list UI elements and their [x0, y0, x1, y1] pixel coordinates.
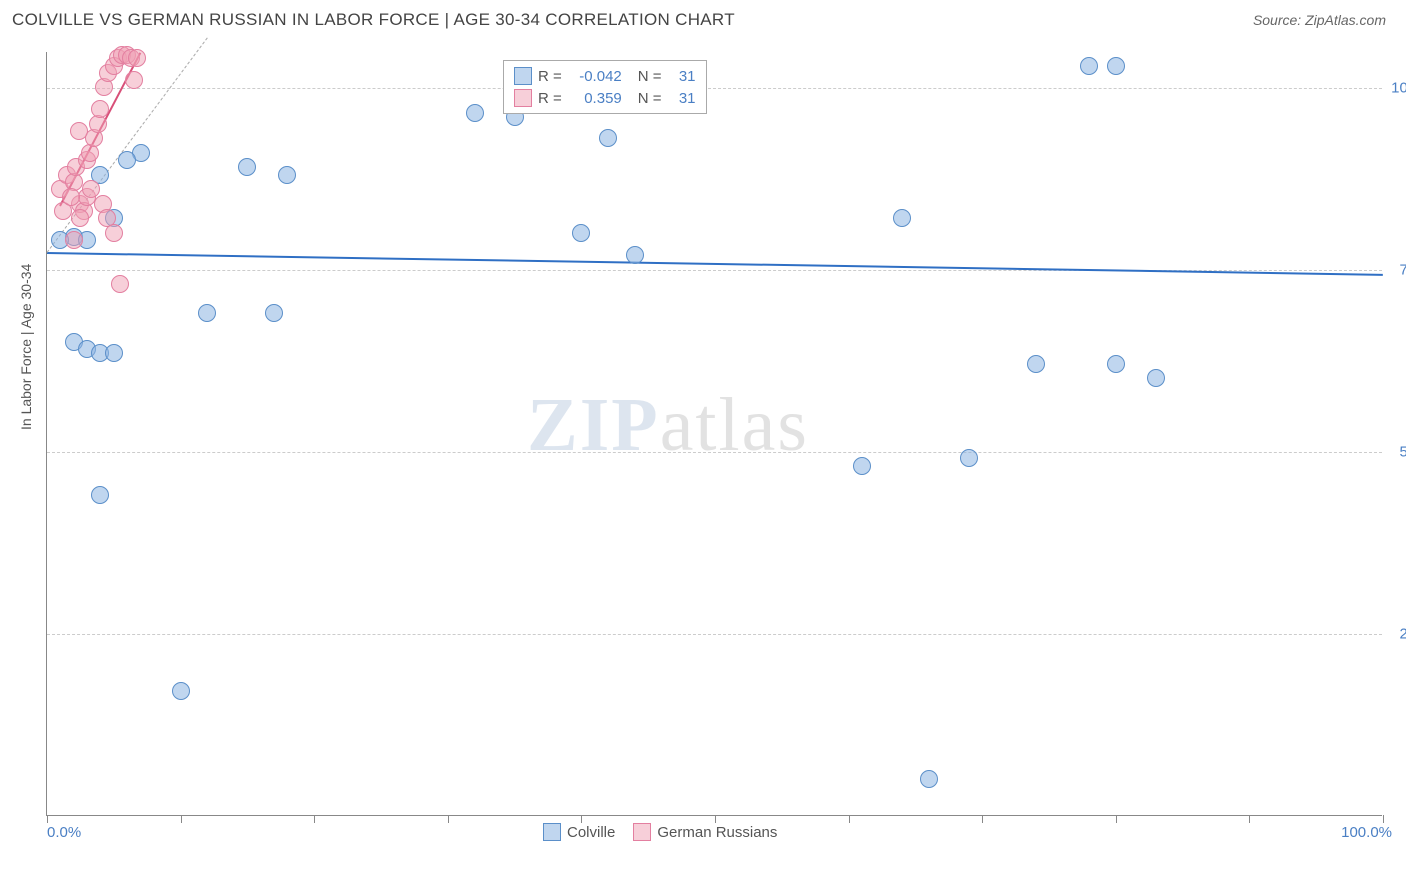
data-point [238, 158, 256, 176]
x-tick [1116, 815, 1117, 823]
chart-title: COLVILLE VS GERMAN RUSSIAN IN LABOR FORC… [12, 10, 735, 30]
data-point [172, 682, 190, 700]
y-tick-label: 75.0% [1399, 262, 1406, 279]
data-point [960, 449, 978, 467]
n-value: 31 [668, 68, 696, 85]
n-value: 31 [668, 90, 696, 107]
legend-swatch [514, 67, 532, 85]
data-point [111, 275, 129, 293]
data-point [65, 231, 83, 249]
data-point [71, 209, 89, 227]
correlation-legend: R = -0.042 N = 31 R = 0.359 N = 31 [503, 60, 707, 114]
data-point [91, 100, 109, 118]
data-point [91, 486, 109, 504]
data-point [198, 304, 216, 322]
r-value: 0.359 [568, 90, 622, 107]
data-point [920, 770, 938, 788]
trend-line [47, 252, 1383, 276]
legend-swatch [633, 823, 651, 841]
x-tick [581, 815, 582, 823]
plot-area: 0.0% 100.0% 25.0%50.0%75.0%100.0%ZIPatla… [46, 52, 1382, 816]
x-axis-max-label: 100.0% [1341, 824, 1392, 841]
x-tick [1249, 815, 1250, 823]
data-point [62, 188, 80, 206]
x-tick [715, 815, 716, 823]
data-point [1147, 369, 1165, 387]
data-point [128, 49, 146, 67]
data-point [853, 457, 871, 475]
x-tick [1383, 815, 1384, 823]
n-label: N = [638, 90, 662, 107]
data-point [893, 209, 911, 227]
x-tick [448, 815, 449, 823]
data-point [572, 224, 590, 242]
r-value: -0.042 [568, 68, 622, 85]
data-point [466, 104, 484, 122]
data-point [105, 344, 123, 362]
legend-swatch [543, 823, 561, 841]
legend-label: Colville [567, 824, 615, 841]
source-label: Source: ZipAtlas.com [1253, 12, 1386, 28]
data-point [1080, 57, 1098, 75]
y-axis-title: In Labor Force | Age 30-34 [18, 264, 34, 430]
gridline [47, 88, 1382, 89]
data-point [1107, 355, 1125, 373]
legend-swatch [514, 89, 532, 107]
y-tick-label: 100.0% [1391, 80, 1406, 97]
data-point [278, 166, 296, 184]
watermark: ZIPatlas [527, 382, 809, 469]
data-point [265, 304, 283, 322]
x-tick [849, 815, 850, 823]
data-point [118, 151, 136, 169]
x-tick [181, 815, 182, 823]
data-point [599, 129, 617, 147]
series-legend: Colville German Russians [543, 823, 777, 841]
x-tick [314, 815, 315, 823]
x-axis-min-label: 0.0% [47, 824, 81, 841]
data-point [70, 122, 88, 140]
gridline [47, 452, 1382, 453]
legend-label: German Russians [657, 824, 777, 841]
x-tick [982, 815, 983, 823]
data-point [105, 224, 123, 242]
data-point [1027, 355, 1045, 373]
y-tick-label: 50.0% [1399, 444, 1406, 461]
data-point [125, 71, 143, 89]
x-tick [47, 815, 48, 823]
data-point [626, 246, 644, 264]
r-label: R = [538, 68, 562, 85]
gridline [47, 634, 1382, 635]
data-point [1107, 57, 1125, 75]
y-tick-label: 25.0% [1399, 626, 1406, 643]
n-label: N = [638, 68, 662, 85]
r-label: R = [538, 90, 562, 107]
